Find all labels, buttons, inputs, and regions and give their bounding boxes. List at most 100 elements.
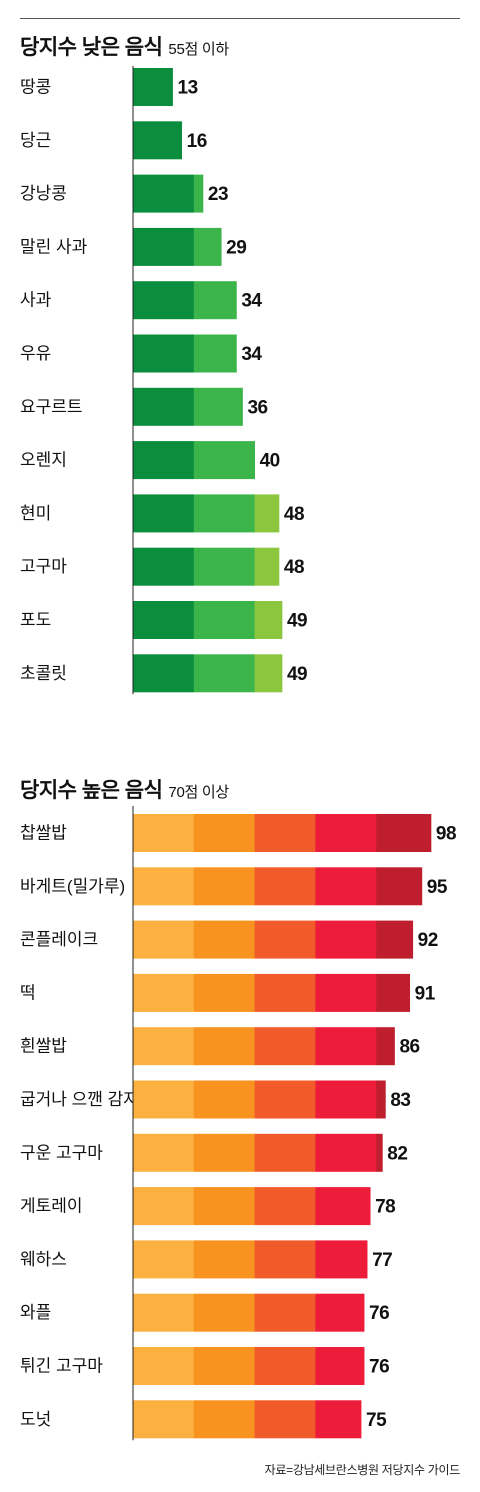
low-category-label: 당근 xyxy=(20,131,51,150)
low-bar-segment xyxy=(133,334,195,373)
high-category-label: 도넛 xyxy=(20,1410,51,1429)
high-bar-segment xyxy=(133,1133,195,1172)
low-bar-segment xyxy=(193,601,255,639)
high-bar-segment xyxy=(193,973,255,1012)
high-bar-segment xyxy=(193,814,255,852)
low-bar-segment xyxy=(193,547,255,586)
high-bar-segment xyxy=(193,1133,255,1172)
low-category-label: 땅콩 xyxy=(20,78,51,97)
high-bar-segment xyxy=(376,1080,386,1119)
high-bar-segment xyxy=(193,1187,255,1226)
low-bar-segment xyxy=(193,281,237,320)
high-bar-segment xyxy=(315,867,377,906)
low-bar-segment xyxy=(254,654,283,693)
top-rule xyxy=(20,18,460,19)
low-bar-segment xyxy=(254,601,283,639)
high-category-label: 굽거나 으깬 감자 xyxy=(20,1090,139,1109)
high-category-label: 튀긴 고구마 xyxy=(20,1357,103,1376)
low-value-label: 34 xyxy=(241,344,262,365)
high-category-label: 떡 xyxy=(20,983,36,1002)
low-bar-segment xyxy=(193,441,255,480)
high-bar-segment xyxy=(254,867,316,906)
high-bar-segment xyxy=(315,1133,377,1172)
low-category-label: 포도 xyxy=(20,611,51,630)
low-bar-segment xyxy=(133,121,183,160)
low-bar-segment xyxy=(133,547,195,586)
high-bar-segment xyxy=(133,1080,195,1119)
high-bar-segment xyxy=(376,1133,383,1172)
low-bar-segment xyxy=(133,654,195,693)
high-bar-segment xyxy=(193,1240,255,1279)
high-value-label: 83 xyxy=(390,1090,410,1111)
high-bar-segment xyxy=(254,1080,316,1119)
low-bar-segment xyxy=(133,281,195,320)
high-bar-segment xyxy=(193,920,255,959)
low-value-label: 48 xyxy=(284,504,304,525)
high-bar-segment xyxy=(193,1400,255,1439)
high-category-label: 바게트(밀가루) xyxy=(20,877,125,896)
chart-high-title-text: 당지수 높은 음식 xyxy=(20,779,163,802)
high-bar-segment xyxy=(254,814,316,852)
high-bar-segment xyxy=(315,1080,377,1119)
low-bar-segment xyxy=(193,174,204,213)
high-bar-segment xyxy=(133,1347,195,1385)
high-bar-segment xyxy=(315,814,377,852)
low-value-label: 49 xyxy=(287,611,307,632)
low-bar-segment xyxy=(193,654,255,693)
high-category-label: 구운 고구마 xyxy=(20,1143,103,1162)
high-category-label: 웨하스 xyxy=(20,1250,67,1269)
high-bar-segment xyxy=(376,867,423,906)
high-value-label: 77 xyxy=(372,1250,392,1271)
low-bar-segment xyxy=(133,68,173,106)
chart-high-title: 당지수 높은 음식 70점 이상 xyxy=(20,774,229,804)
low-value-label: 40 xyxy=(260,451,280,472)
high-value-label: 95 xyxy=(427,877,448,898)
low-bar-segment xyxy=(193,494,255,533)
high-category-label: 와플 xyxy=(20,1303,51,1322)
chart-high-subtitle: 70점 이상 xyxy=(168,784,229,801)
high-bar-segment xyxy=(133,1187,195,1226)
chart-low-subtitle: 55점 이하 xyxy=(168,41,229,58)
high-bar-segment xyxy=(254,1133,316,1172)
high-bar-segment xyxy=(254,973,316,1012)
high-value-label: 86 xyxy=(399,1037,419,1058)
high-bar-segment xyxy=(193,867,255,906)
high-value-label: 76 xyxy=(369,1357,389,1378)
high-bar-segment xyxy=(315,1293,365,1332)
high-bar-segment xyxy=(193,1080,255,1119)
low-value-label: 16 xyxy=(187,131,207,152)
high-bar-segment xyxy=(376,814,432,852)
low-gi-bar-chart: 땅콩 13 당근 16 강낭콩 23 말린 사과 29 사과 34 우유 34 요구르트 36 오렌지 40 현… xyxy=(20,66,308,695)
high-bar-segment xyxy=(315,973,377,1012)
low-bar-segment xyxy=(133,387,195,426)
low-category-label: 사과 xyxy=(20,291,52,310)
high-bar-segment xyxy=(254,1347,316,1385)
high-bar-segment xyxy=(133,814,195,852)
high-bar-segment xyxy=(133,1240,195,1279)
low-category-label: 말린 사과 xyxy=(20,237,88,256)
low-category-label: 우유 xyxy=(20,344,51,363)
chart-low-title: 당지수 낮은 음식 55점 이하 xyxy=(20,31,229,61)
low-bar-segment xyxy=(133,494,195,533)
low-value-label: 36 xyxy=(247,397,267,418)
low-category-label: 초콜릿 xyxy=(20,664,67,683)
high-bar-segment xyxy=(193,1293,255,1332)
low-bar-segment xyxy=(193,387,243,426)
high-category-label: 콘플레이크 xyxy=(20,930,98,949)
low-value-label: 29 xyxy=(226,237,246,258)
high-bar-segment xyxy=(315,920,377,959)
source-note: 자료=강남세브란스병원 저당지수 가이드 xyxy=(264,1463,461,1477)
high-bar-segment xyxy=(193,1347,255,1385)
high-value-label: 98 xyxy=(436,824,456,845)
low-bar-segment xyxy=(133,174,195,213)
chart-low-title-text: 당지수 낮은 음식 xyxy=(20,36,163,59)
high-value-label: 82 xyxy=(387,1143,407,1164)
high-bar-segment xyxy=(133,973,195,1012)
high-bar-segment xyxy=(254,1400,316,1439)
high-bar-segment xyxy=(254,1027,316,1066)
high-category-label: 찹쌀밥 xyxy=(20,824,67,843)
high-category-label: 흰쌀밥 xyxy=(20,1037,67,1056)
high-bar-segment xyxy=(315,1400,362,1439)
low-value-label: 48 xyxy=(284,557,304,578)
high-bar-segment xyxy=(254,1240,316,1279)
